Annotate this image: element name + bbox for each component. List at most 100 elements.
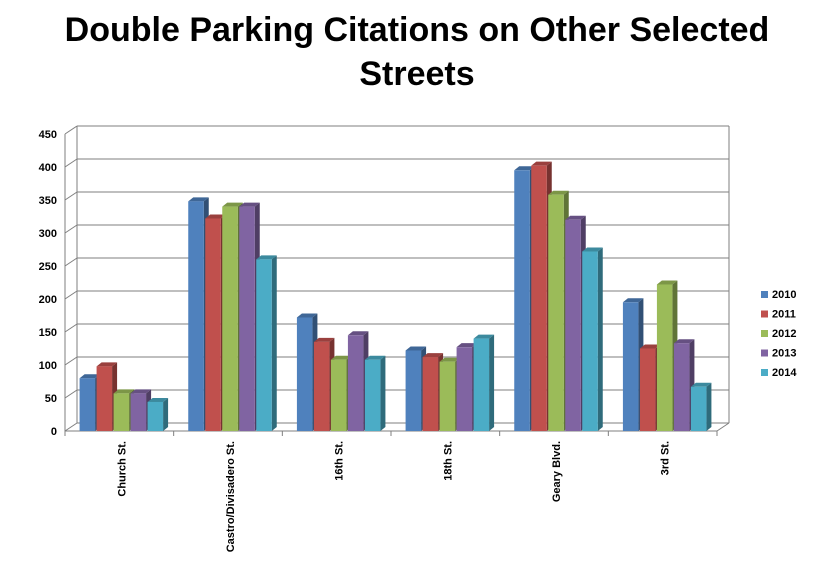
y-tick-label: 400: [39, 162, 57, 174]
legend-swatch: [761, 349, 768, 357]
bars: [79, 161, 712, 432]
gridline-depth: [64, 158, 78, 168]
bar-front: [147, 401, 164, 431]
bar-front: [130, 393, 147, 431]
bar-top: [188, 197, 209, 202]
bar: [582, 247, 603, 431]
bar: [147, 397, 169, 431]
bar-top: [531, 161, 552, 166]
gridline-depth: [64, 125, 78, 135]
gridline-depth: [64, 257, 78, 267]
y-tick-label: 350: [39, 195, 57, 207]
bar-top: [548, 190, 569, 195]
bar-front: [313, 341, 330, 431]
x-tick-label: 16th St.: [334, 441, 346, 481]
legend-swatch: [761, 330, 768, 337]
bar: [256, 255, 277, 431]
y-tick-label: 300: [39, 228, 57, 240]
bar-front: [347, 335, 364, 431]
bar-front: [96, 366, 113, 431]
bar-top: [473, 334, 495, 339]
bar-top: [79, 374, 101, 379]
y-tick-label: 0: [51, 426, 57, 438]
bar: [364, 355, 386, 431]
bar-front: [364, 359, 381, 431]
chart-title: Double Parking Citations on Other Select…: [0, 8, 834, 96]
bar-top: [313, 337, 335, 342]
legend: 2010 2011 2012 2013 2014: [761, 289, 797, 379]
bar-front: [113, 393, 130, 431]
y-tick-label: 200: [39, 294, 57, 306]
bar-front: [205, 218, 221, 431]
bar: [673, 339, 695, 431]
bar-top: [639, 344, 661, 349]
bar: [473, 334, 495, 431]
bar-top: [256, 255, 277, 260]
bar-side: [163, 397, 169, 431]
legend-item: 2014: [761, 367, 797, 379]
x-tick-label: 18th St.: [442, 441, 454, 481]
legend-item: 2011: [761, 309, 796, 321]
bar-front: [622, 302, 639, 431]
chart-title-line-1: Double Parking Citations on Other Select…: [64, 11, 770, 49]
bar-top: [130, 389, 152, 394]
bar-front: [582, 251, 598, 431]
bar-front: [673, 343, 690, 431]
x-tick-label: Church St.: [116, 441, 128, 497]
bar-top: [456, 343, 478, 348]
bar-front: [473, 338, 490, 431]
bar-top: [347, 331, 369, 336]
bar-top: [96, 362, 118, 367]
bar-front: [656, 284, 673, 431]
bar-front: [514, 170, 530, 432]
gridline-depth: [64, 323, 78, 333]
gridline-depth: [64, 422, 78, 432]
bar-top: [439, 357, 461, 362]
y-tick-label: 50: [45, 393, 57, 405]
legend-swatch: [761, 310, 768, 318]
bar-top: [364, 355, 386, 360]
bar-side: [706, 382, 712, 431]
bar-front: [531, 165, 547, 431]
x-tick-label: Castro/Divisadero St.: [225, 441, 237, 552]
legend-label: 2013: [772, 348, 796, 360]
bar-front: [405, 350, 422, 431]
legend-item: 2013: [761, 348, 796, 360]
bar-front: [296, 317, 313, 431]
floor-edge: [716, 422, 730, 432]
legend-swatch: [761, 369, 768, 376]
bar-top: [422, 353, 444, 358]
bar-top: [405, 346, 427, 351]
bar-side: [271, 255, 277, 431]
bar-top: [622, 298, 644, 303]
bar-front: [256, 259, 272, 431]
gridline-depth: [64, 389, 78, 399]
bar-top: [239, 202, 260, 207]
bar-front: [422, 357, 439, 431]
gridline-depth: [64, 191, 78, 201]
bar-side: [489, 334, 495, 431]
bar-front: [456, 347, 473, 431]
legend-label: 2010: [772, 289, 796, 301]
gridlines: [64, 125, 729, 432]
bar-top: [330, 355, 352, 360]
bar-top: [147, 397, 169, 402]
y-tick-label: 100: [39, 360, 57, 372]
bar: [690, 382, 712, 431]
y-tick-label: 250: [39, 261, 57, 273]
bar-top: [673, 339, 695, 344]
bar-front: [565, 219, 581, 431]
x-tick-label: 3rd St.: [660, 441, 672, 475]
bar-front: [548, 194, 564, 431]
bar-side: [380, 355, 386, 431]
bar-side: [597, 247, 603, 431]
bar-top: [222, 202, 243, 207]
bar-top: [296, 313, 318, 318]
bar-top: [582, 247, 603, 252]
gridline-depth: [64, 356, 78, 366]
bar-front: [330, 359, 347, 431]
bar-top: [514, 166, 535, 171]
bar-front: [690, 386, 707, 431]
bar-top: [656, 280, 678, 285]
bar-front: [222, 206, 238, 431]
